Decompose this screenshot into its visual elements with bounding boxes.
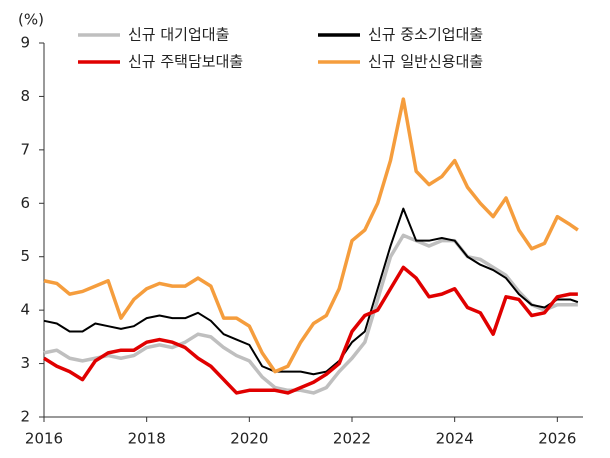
legend-label: 신규 중소기업대출 (368, 26, 483, 44)
y-axis-label: (%) (18, 11, 44, 29)
line-series (43, 207, 579, 376)
y-tick-label: 4 (20, 301, 30, 319)
line-series (43, 233, 578, 395)
y-tick-label: 6 (20, 194, 30, 212)
x-tick-label: 2022 (333, 430, 371, 448)
y-tick-label: 3 (20, 354, 30, 372)
line-series (43, 97, 579, 374)
y-tick-label: 7 (20, 140, 30, 158)
y-tick-label: 2 (20, 408, 30, 426)
legend-label: 신규 일반신용대출 (368, 53, 483, 71)
y-tick-label: 5 (20, 247, 30, 265)
y-tick-label: 9 (20, 34, 30, 52)
x-tick-label: 2016 (25, 430, 63, 448)
line-series (43, 265, 578, 395)
x-tick-label: 2020 (230, 430, 268, 448)
x-tick-label: 2024 (436, 430, 474, 448)
legend-label: 신규 대기업대출 (128, 26, 229, 44)
y-tick-label: 8 (20, 87, 30, 105)
x-tick-label: 2026 (538, 430, 576, 448)
x-tick-label: 2018 (128, 430, 166, 448)
legend-label: 신규 주택담보대출 (128, 53, 243, 71)
